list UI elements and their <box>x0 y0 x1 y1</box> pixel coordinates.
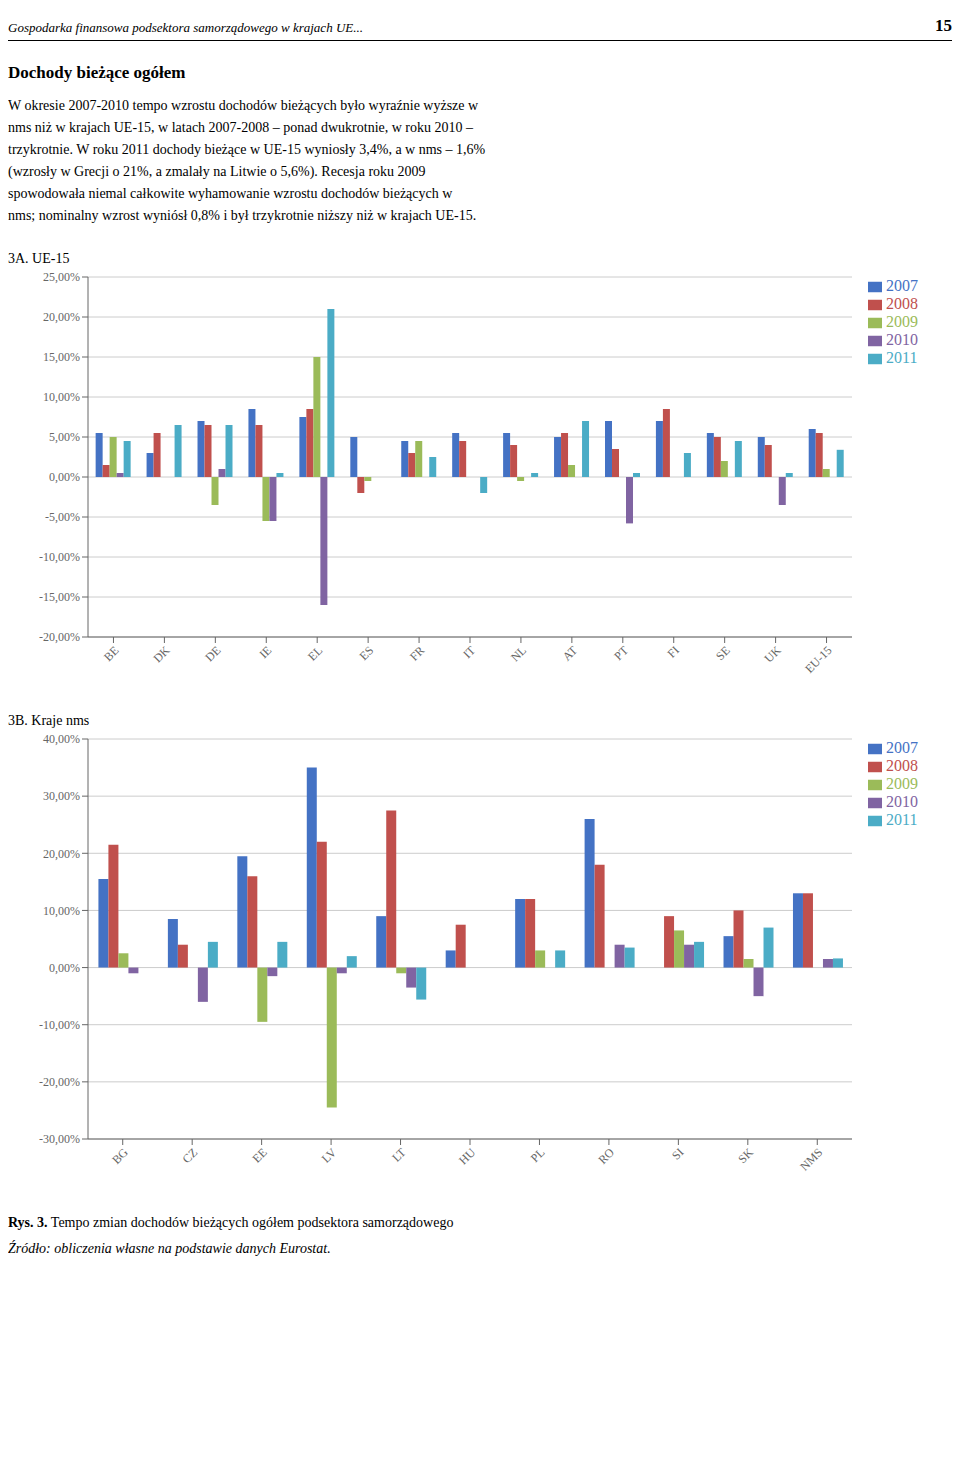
html-text:15: 15 <box>935 16 952 35</box>
html-text:(wzrosły w Grecji o 21%, a zma: (wzrosły w Grecji o 21%, a zmalały na Li… <box>8 164 426 179</box>
svg-text:5,00%: 5,00% <box>49 430 80 444</box>
svg-text:NMS: NMS <box>797 1145 825 1173</box>
svg-text:NL: NL <box>508 643 529 664</box>
html-text:2008: 2008 <box>886 295 918 312</box>
svg-text:15,00%: 15,00% <box>43 350 80 364</box>
html-text:2008: 2008 <box>886 757 918 774</box>
html-text:nms niż w krajach UE-15, w lat: nms niż w krajach UE-15, w latach 2007-2… <box>8 120 473 135</box>
svg-text:UK: UK <box>762 643 784 665</box>
html-text:spowodowała niemal całkowite w: spowodowała niemal całkowite wyhamowanie… <box>8 186 453 201</box>
html-text:2007: 2007 <box>886 739 918 756</box>
svg-text:RO: RO <box>595 1145 617 1167</box>
svg-text:-10,00%: -10,00% <box>39 1018 80 1032</box>
html-text:trzykrotnie. W roku 2011 docho: trzykrotnie. W roku 2011 dochody bieżące… <box>8 142 486 157</box>
svg-text:AT: AT <box>560 643 581 664</box>
svg-text:IT: IT <box>460 643 478 661</box>
html-text:2010: 2010 <box>886 331 918 348</box>
svg-text:DK: DK <box>150 643 172 665</box>
svg-text:-30,00%: -30,00% <box>39 1132 80 1146</box>
html-text:Dochody bieżące ogółem: Dochody bieżące ogółem <box>8 63 186 82</box>
svg-text:EE: EE <box>250 1145 270 1165</box>
svg-text:20,00%: 20,00% <box>43 310 80 324</box>
svg-text:FR: FR <box>407 643 427 663</box>
html-text:2011: 2011 <box>886 349 918 366</box>
svg-text:-15,00%: -15,00% <box>39 590 80 604</box>
html-text:2009: 2009 <box>886 775 918 792</box>
svg-text:-20,00%: -20,00% <box>39 630 80 644</box>
svg-text:0,00%: 0,00% <box>49 470 80 484</box>
svg-text:40,00%: 40,00% <box>43 732 80 746</box>
svg-text:LT: LT <box>389 1145 409 1165</box>
html-text:Rys. 3. Tempo zmian dochodów b: Rys. 3. Tempo zmian dochodów bieżących o… <box>8 1215 454 1230</box>
svg-text:EU-15: EU-15 <box>802 643 835 676</box>
svg-text:BE: BE <box>101 643 122 664</box>
html-text:2010: 2010 <box>886 793 918 810</box>
svg-text:SI: SI <box>669 1145 686 1162</box>
svg-text:25,00%: 25,00% <box>43 270 80 284</box>
html-text:3B. Kraje nms: 3B. Kraje nms <box>8 713 90 728</box>
svg-text:PT: PT <box>611 643 631 663</box>
svg-text:10,00%: 10,00% <box>43 390 80 404</box>
svg-text:PL: PL <box>528 1145 548 1165</box>
svg-text:-10,00%: -10,00% <box>39 550 80 564</box>
html-text:2009: 2009 <box>886 313 918 330</box>
svg-text:-5,00%: -5,00% <box>45 510 80 524</box>
svg-text:CZ: CZ <box>180 1145 201 1166</box>
svg-text:BG: BG <box>109 1145 131 1167</box>
html-text:nms; nominalny wzrost wyniósł: nms; nominalny wzrost wyniósł 0,8% i był… <box>8 208 477 223</box>
svg-text:SE: SE <box>713 643 733 663</box>
svg-text:0,00%: 0,00% <box>49 961 80 975</box>
svg-text:EL: EL <box>305 643 325 663</box>
html-text:2007: 2007 <box>886 277 918 294</box>
html-text:Źródło: obliczenia własne na p: Źródło: obliczenia własne na podstawie d… <box>8 1241 331 1256</box>
svg-text:SK: SK <box>735 1145 756 1166</box>
svg-text:30,00%: 30,00% <box>43 789 80 803</box>
html-text:W okresie 2007-2010 tempo wzro: W okresie 2007-2010 tempo wzrostu dochod… <box>8 98 479 113</box>
svg-text:IE: IE <box>257 643 275 661</box>
svg-text:ES: ES <box>356 643 376 663</box>
svg-text:FI: FI <box>664 643 681 660</box>
svg-text:10,00%: 10,00% <box>43 904 80 918</box>
svg-text:LV: LV <box>319 1145 340 1166</box>
svg-text:DE: DE <box>202 643 223 664</box>
svg-text:-20,00%: -20,00% <box>39 1075 80 1089</box>
svg-text:20,00%: 20,00% <box>43 847 80 861</box>
svg-text:HU: HU <box>456 1145 478 1167</box>
html-text:2011: 2011 <box>886 811 918 828</box>
html-text:Gospodarka finansowa podsektor: Gospodarka finansowa podsektora samorząd… <box>8 20 363 35</box>
html-text:3A. UE-15: 3A. UE-15 <box>8 251 70 266</box>
